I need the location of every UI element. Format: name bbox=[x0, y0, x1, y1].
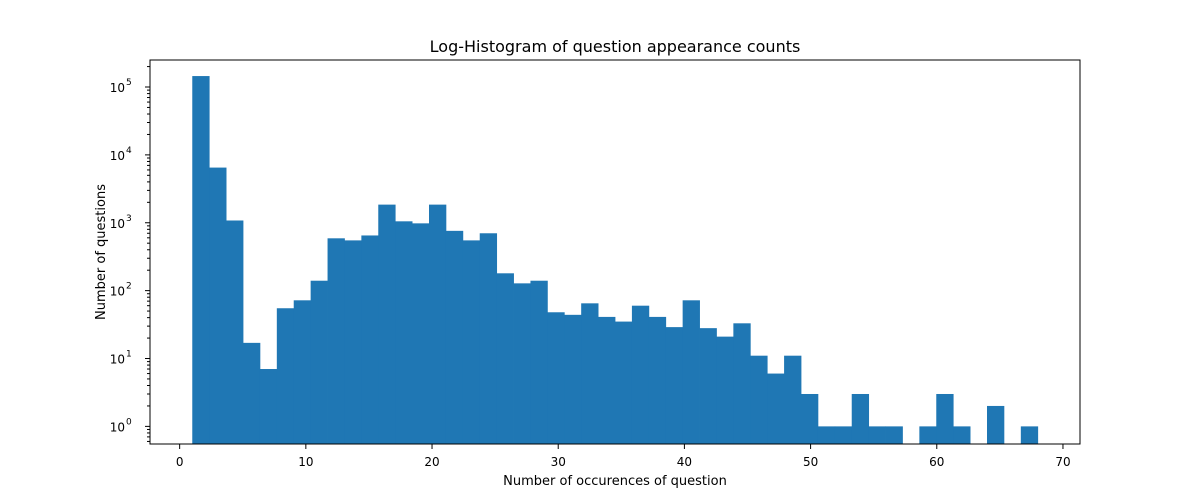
histogram-bar bbox=[716, 336, 734, 444]
histogram-bar bbox=[564, 314, 582, 444]
histogram-bar bbox=[750, 355, 768, 444]
histogram-bar bbox=[462, 240, 481, 444]
x-tick-label: 30 bbox=[551, 455, 566, 469]
y-tick-exponent: 2 bbox=[126, 282, 132, 292]
y-tick-exponent: 3 bbox=[126, 214, 132, 224]
y-tick-exponent: 5 bbox=[126, 78, 132, 88]
histogram-bar bbox=[192, 76, 210, 444]
y-tick-label: 10 bbox=[110, 81, 125, 95]
y-tick-exponent: 0 bbox=[126, 417, 132, 427]
histogram-bar bbox=[817, 426, 836, 444]
histogram-bar bbox=[395, 221, 413, 444]
plot-frame bbox=[149, 59, 1081, 445]
histogram-bar bbox=[1020, 426, 1039, 444]
x-tick-label: 60 bbox=[929, 455, 944, 469]
histogram-bar bbox=[851, 393, 870, 444]
histogram-bar bbox=[344, 240, 362, 444]
histogram-bar bbox=[885, 426, 903, 444]
histogram-bar bbox=[496, 273, 514, 444]
histogram-bar bbox=[243, 342, 261, 444]
bars-group bbox=[192, 76, 1039, 444]
y-tick-label: 10 bbox=[110, 285, 125, 299]
y-tick-label: 10 bbox=[110, 217, 125, 231]
histogram-bar bbox=[648, 316, 667, 444]
histogram-bar bbox=[784, 355, 802, 444]
histogram-bar bbox=[259, 369, 278, 444]
histogram-bar bbox=[834, 426, 853, 444]
x-tick-label: 0 bbox=[176, 455, 184, 469]
histogram-bar bbox=[615, 321, 633, 444]
chart-title: Log-Histogram of question appearance cou… bbox=[430, 37, 801, 56]
y-tick-exponent: 1 bbox=[126, 350, 132, 360]
y-axis-label: Number of questions bbox=[94, 184, 109, 320]
x-tick-label: 70 bbox=[1055, 455, 1070, 469]
histogram-bar bbox=[361, 235, 379, 444]
histogram-bar bbox=[479, 233, 498, 444]
histogram-bar bbox=[733, 323, 751, 444]
histogram-bar bbox=[445, 230, 464, 444]
y-tick-label: 10 bbox=[110, 149, 125, 163]
histogram-bar bbox=[226, 220, 244, 444]
histogram-bar bbox=[868, 426, 886, 444]
histogram-bar bbox=[936, 393, 954, 444]
x-tick-label: 40 bbox=[677, 455, 692, 469]
histogram-bar bbox=[327, 238, 345, 444]
histogram-bar bbox=[987, 405, 1005, 444]
histogram-bar bbox=[953, 426, 971, 444]
histogram-bar bbox=[665, 327, 684, 444]
histogram-bar bbox=[310, 280, 328, 444]
x-tick-label: 20 bbox=[424, 455, 439, 469]
y-tick-exponent: 4 bbox=[126, 146, 132, 156]
histogram-bar bbox=[293, 300, 312, 444]
histogram-bar bbox=[699, 328, 717, 444]
histogram-bar bbox=[429, 204, 447, 444]
histogram-bar bbox=[581, 303, 599, 444]
y-tick-label: 10 bbox=[110, 420, 125, 434]
histogram-bar bbox=[767, 373, 785, 444]
histogram-bar bbox=[412, 223, 430, 444]
x-tick-label: 10 bbox=[298, 455, 313, 469]
histogram-bar bbox=[276, 308, 295, 444]
histogram-bar bbox=[801, 393, 819, 444]
histogram-bar bbox=[682, 300, 700, 444]
histogram-bar bbox=[530, 280, 548, 444]
x-axis-label: Number of occurences of question bbox=[503, 474, 727, 489]
histogram-bar bbox=[209, 167, 227, 444]
histogram-bar bbox=[547, 312, 565, 444]
histogram-bar bbox=[631, 305, 650, 444]
histogram-bar bbox=[378, 204, 396, 444]
y-tick-label: 10 bbox=[110, 353, 125, 367]
histogram-bar bbox=[919, 426, 937, 444]
x-tick-label: 50 bbox=[803, 455, 818, 469]
histogram-bar bbox=[513, 283, 531, 444]
histogram-bar bbox=[598, 316, 616, 444]
